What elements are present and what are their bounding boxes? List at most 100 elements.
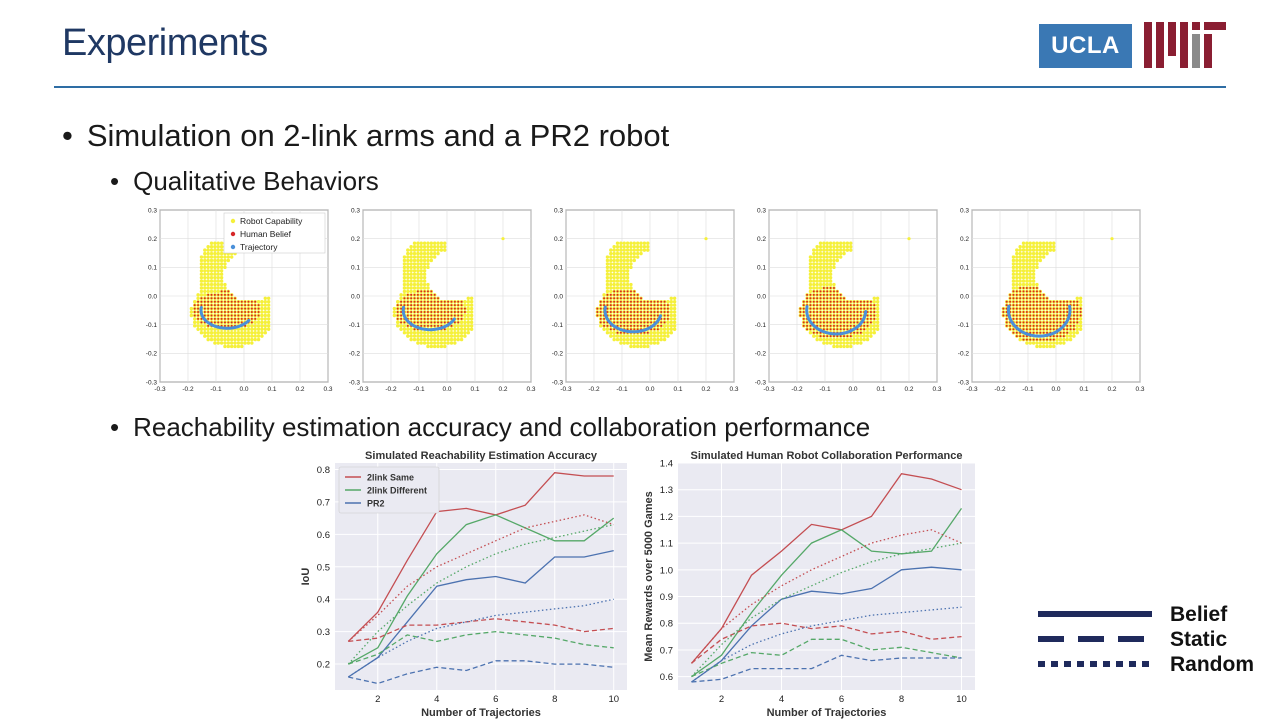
belief-point — [1032, 297, 1035, 300]
bullet-reachability: • Reachability estimation accuracy and co… — [110, 412, 871, 442]
belief-point — [223, 317, 226, 320]
capability-point — [652, 334, 657, 338]
capability-point — [622, 248, 626, 252]
belief-point — [843, 304, 846, 307]
belief-point — [203, 311, 206, 314]
belief-point — [663, 321, 666, 324]
capability-point — [865, 327, 870, 331]
capability-point — [219, 262, 224, 266]
capability-point — [216, 241, 220, 245]
belief-point — [230, 300, 233, 303]
belief-point — [839, 317, 842, 320]
capability-point — [825, 255, 829, 259]
capability-point — [422, 279, 427, 283]
capability-point — [828, 279, 833, 283]
belief-point — [223, 304, 226, 307]
capability-point — [419, 241, 423, 245]
capability-point — [605, 265, 610, 270]
capability-point — [449, 327, 454, 331]
y-tick-label: 0.2 — [757, 236, 766, 243]
capability-point — [666, 330, 670, 335]
capability-point — [632, 337, 637, 342]
capability-point — [209, 251, 214, 256]
belief-point — [1042, 317, 1045, 320]
capability-point — [835, 344, 840, 349]
capability-point — [243, 327, 247, 331]
capability-point — [419, 269, 423, 273]
belief-point — [443, 307, 446, 310]
capability-point — [1031, 255, 1036, 259]
capability-point — [1021, 265, 1026, 270]
belief-point — [193, 311, 196, 314]
capability-point — [422, 258, 427, 263]
belief-point — [400, 311, 403, 314]
capability-point — [849, 337, 853, 342]
belief-point — [230, 317, 233, 320]
capability-point — [1011, 272, 1016, 276]
belief-point — [822, 300, 825, 303]
belief-point — [599, 317, 602, 320]
belief-point — [1042, 297, 1045, 300]
belief-point — [640, 311, 643, 314]
belief-point — [1012, 300, 1015, 303]
belief-point — [244, 311, 247, 314]
y-tick-label: 0.6 — [317, 530, 330, 541]
capability-point — [419, 272, 423, 276]
belief-point — [197, 304, 200, 307]
belief-point — [613, 297, 616, 300]
belief-point — [629, 328, 632, 331]
legend-frame — [223, 212, 326, 254]
belief-point — [207, 300, 210, 303]
belief-point — [220, 297, 223, 300]
capability-point — [233, 337, 237, 342]
capability-point — [622, 341, 626, 345]
capability-point — [855, 334, 860, 338]
capability-point — [223, 341, 227, 345]
belief-point — [623, 311, 626, 314]
capability-point — [213, 269, 217, 273]
capability-point — [1031, 241, 1036, 245]
belief-point — [1049, 338, 1052, 341]
belief-point — [636, 328, 639, 331]
belief-point — [613, 304, 616, 307]
capability-point — [609, 330, 613, 335]
y-tick-label: 0.3 — [317, 627, 330, 638]
belief-point — [437, 321, 440, 324]
belief-point — [1005, 304, 1008, 307]
belief-point — [819, 304, 822, 307]
capability-point — [635, 341, 640, 345]
capability-point — [436, 241, 440, 245]
capability-point — [233, 330, 237, 335]
capability-point — [619, 262, 623, 266]
belief-point — [846, 321, 849, 324]
capability-point — [1028, 269, 1032, 273]
capability-point — [236, 327, 241, 331]
capability-point — [456, 337, 460, 342]
capability-point — [409, 279, 413, 283]
belief-point — [629, 307, 632, 310]
belief-point — [406, 300, 409, 303]
belief-point — [220, 290, 223, 293]
y-tick-label: 1.3 — [660, 485, 673, 496]
capability-point — [409, 269, 413, 273]
capability-point — [240, 341, 244, 345]
capability-point — [812, 258, 816, 263]
capability-point — [453, 334, 457, 338]
belief-point — [1042, 328, 1045, 331]
capability-point — [412, 337, 417, 342]
belief-point — [1025, 311, 1028, 314]
belief-point — [254, 307, 257, 310]
belief-point — [440, 300, 443, 303]
capability-point — [605, 327, 610, 331]
belief-point — [443, 300, 446, 303]
capability-point — [246, 324, 251, 328]
legend-frame — [338, 466, 440, 514]
capability-point — [432, 241, 437, 245]
capability-point — [828, 272, 833, 276]
capability-point — [828, 275, 833, 280]
capability-point — [409, 337, 413, 342]
belief-point — [220, 307, 223, 310]
belief-point — [1015, 300, 1018, 303]
capability-point — [615, 275, 620, 280]
belief-point — [400, 321, 403, 324]
